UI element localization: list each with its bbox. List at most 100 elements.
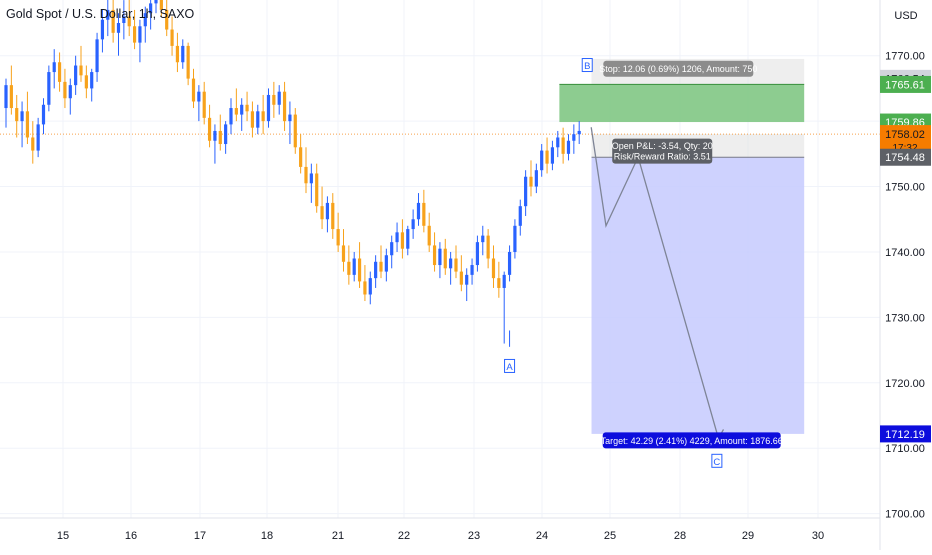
candle [79, 45, 83, 82]
candle [550, 140, 555, 171]
pnl-label-bg [612, 138, 713, 164]
candle [202, 81, 206, 125]
candle-body [299, 147, 303, 167]
candle [320, 186, 324, 230]
candle-body [572, 134, 576, 141]
candle-body [566, 140, 571, 154]
candle [224, 121, 228, 154]
x-tick-label: 29 [742, 530, 754, 542]
x-tick-label: 24 [536, 530, 548, 542]
y-tick-label: 1700.00 [885, 509, 925, 521]
projection-arrow [590, 127, 720, 439]
candle [475, 235, 480, 272]
candle-body [449, 258, 453, 269]
candle-body [459, 271, 463, 285]
candle-body [384, 255, 388, 272]
price-tag-stop: 1765.61 [885, 79, 925, 91]
candle-body [438, 248, 442, 266]
candle-body [395, 232, 399, 243]
candle-body [266, 94, 271, 122]
candle [207, 104, 212, 148]
candle [181, 39, 185, 69]
candle-body [127, 16, 131, 27]
candle [261, 94, 265, 135]
candle [52, 49, 56, 89]
candle-layer [4, 0, 581, 344]
candle [470, 258, 474, 285]
candle-body [36, 124, 40, 151]
candle [497, 261, 501, 298]
candle [534, 163, 538, 194]
candle-body [106, 9, 110, 20]
candle-body [138, 26, 142, 43]
candle-body [561, 137, 565, 154]
candle-body [197, 91, 201, 102]
candle-body [277, 91, 281, 105]
candle [331, 193, 335, 239]
candle-body [513, 225, 517, 252]
candle [502, 271, 506, 344]
y-tick-label: 1720.00 [885, 378, 925, 390]
candle-body [293, 114, 297, 148]
annotation-a-box [504, 358, 516, 373]
candle [507, 245, 512, 282]
candle [127, 0, 131, 37]
candle-body [122, 16, 126, 23]
candle [15, 94, 19, 138]
candle-body [416, 202, 421, 220]
candle [577, 121, 581, 145]
candle [47, 65, 51, 112]
candle [293, 108, 297, 154]
x-tick-label: 17 [194, 530, 206, 542]
candle-body [486, 235, 490, 259]
candle-body [406, 229, 410, 249]
candle-body [507, 251, 512, 275]
candle [406, 225, 410, 256]
x-tick-label: 25 [604, 530, 616, 542]
candle [411, 209, 415, 239]
pnl-label-line1: Open P&L: -3.54, Qty: 20 [612, 141, 713, 151]
candle [175, 32, 180, 73]
candle [363, 265, 367, 302]
candle [57, 52, 62, 92]
candle-body [4, 85, 8, 109]
candle [325, 196, 330, 233]
stop-label-bg [603, 60, 754, 77]
candle [481, 225, 485, 256]
candle-body [240, 104, 244, 115]
candle [304, 147, 308, 194]
candle [36, 117, 40, 158]
pnl-label-line2: Risk/Reward Ratio: 3.51 [614, 152, 711, 162]
candle-body [400, 232, 405, 249]
candle-body [191, 78, 196, 102]
candle [491, 245, 496, 288]
candle [245, 91, 249, 122]
candle [427, 212, 431, 252]
candle [111, 0, 115, 43]
candle [74, 55, 78, 95]
candle-body [25, 111, 30, 138]
candle-body [256, 111, 260, 128]
x-tick-label: 21 [332, 530, 344, 542]
candle-body [282, 91, 287, 122]
candle-body [427, 225, 431, 246]
candle [384, 248, 388, 282]
price-tag-countdown: 17:32 [892, 143, 917, 154]
candle [186, 42, 190, 86]
candle [240, 98, 244, 131]
candle [395, 222, 399, 252]
candle-body [545, 150, 549, 164]
x-tick-label: 28 [674, 530, 686, 542]
candle-body [111, 9, 115, 33]
candle-body [207, 117, 212, 141]
candle [443, 238, 447, 275]
candle-body [79, 65, 83, 76]
candle-body [577, 130, 581, 135]
candle [25, 91, 30, 145]
candle [31, 121, 35, 164]
candle-body [379, 261, 383, 272]
x-tick-label: 18 [261, 530, 273, 542]
target-label: Target: 42.29 (2.41%) 4229, Amount: 1876… [601, 436, 783, 446]
